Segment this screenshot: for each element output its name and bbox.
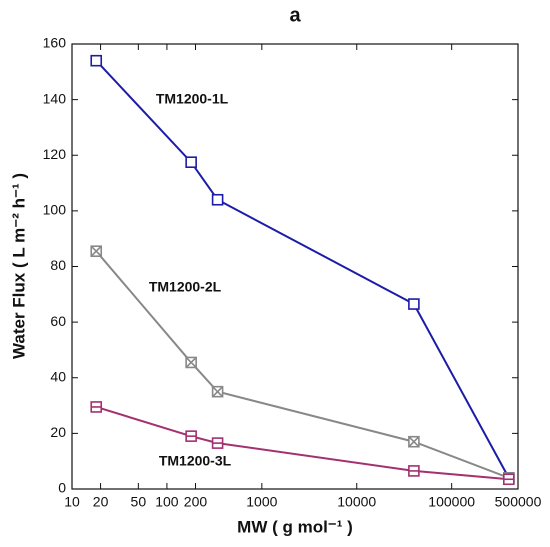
x-tick-label: 10000 — [337, 494, 376, 510]
marker — [408, 435, 420, 448]
marker — [211, 193, 224, 206]
x-tick-label: 100000 — [428, 494, 475, 510]
marker — [185, 430, 197, 442]
marker — [503, 473, 515, 486]
x-tick-label: 100 — [155, 494, 179, 510]
y-tick-label: 80 — [50, 257, 66, 273]
x-tick-label: 10 — [64, 494, 80, 510]
marker — [408, 465, 420, 477]
x-tick-label: 20 — [93, 494, 109, 510]
y-tick-label: 20 — [50, 424, 66, 440]
series-line — [95, 60, 510, 479]
marker — [185, 356, 197, 369]
y-tick-label: 60 — [50, 313, 66, 329]
y-tick-label: 120 — [43, 146, 67, 162]
series-label: TM1200-2L — [149, 279, 222, 295]
x-tick-label: 1000 — [246, 494, 277, 510]
marker — [211, 385, 224, 398]
marker — [408, 298, 420, 310]
plot-frame — [71, 43, 519, 490]
x-tick-label: 500000 — [495, 494, 542, 510]
y-tick-label: 140 — [43, 90, 67, 106]
marker — [185, 156, 197, 169]
x-tick-label: 50 — [131, 494, 147, 510]
y-tick-label: 100 — [43, 202, 67, 218]
x-axis-label: MW ( g mol⁻¹ ) — [237, 517, 353, 536]
x-tick-label: 200 — [184, 494, 208, 510]
series-label: TM1200-1L — [156, 91, 229, 107]
marker — [90, 245, 103, 258]
y-tick-label: 0 — [58, 480, 66, 496]
y-tick-label: 40 — [50, 368, 66, 384]
marker — [90, 401, 103, 413]
chart-title: a — [289, 4, 301, 26]
series-label: TM1200-3L — [159, 453, 232, 469]
y-tick-label: 160 — [43, 35, 67, 51]
marker — [90, 54, 103, 67]
marker — [211, 437, 224, 449]
y-axis-label: Water Flux ( L m⁻² h⁻¹ ) — [9, 173, 28, 359]
